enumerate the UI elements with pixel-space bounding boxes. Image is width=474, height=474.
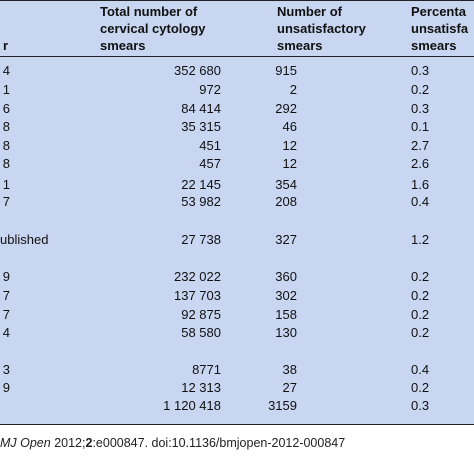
unsatisfactory-smears: 354: [275, 177, 297, 192]
unsatisfactory-smears: 12: [282, 138, 297, 153]
top-rule: [0, 0, 474, 1]
percent-cell: 2.7: [411, 138, 430, 153]
percent-cell: 0.3: [411, 101, 430, 116]
year-cell: 4: [2, 63, 10, 78]
year-cell: 6: [2, 101, 10, 116]
percent-cell: 0.2: [411, 269, 430, 284]
header-cell: smears: [100, 38, 146, 53]
year-cell: 9: [2, 380, 10, 395]
unsatisfactory-smears: 2: [289, 82, 297, 97]
total-smears: 1 120 418: [163, 398, 221, 413]
year-cell: 3: [2, 362, 10, 377]
header-cell: Percenta: [411, 4, 466, 19]
total-smears: 352 680: [174, 63, 221, 78]
total-smears: 35 315: [181, 119, 221, 134]
year-cell: 7: [2, 307, 10, 322]
unsatisfactory-smears: 327: [275, 232, 297, 247]
year-cell: 8: [2, 156, 10, 171]
doi: :e000847. doi:10.1136/bmjopen-2012-00084…: [92, 436, 346, 450]
header-cell: Number of: [277, 4, 342, 19]
percent-cell: 0.2: [411, 288, 430, 303]
percent-cell: 0.4: [411, 194, 430, 209]
percent-cell: 0.2: [411, 307, 430, 322]
unsatisfactory-smears: 46: [282, 119, 297, 134]
total-smears: 53 982: [181, 194, 221, 209]
header-cell: cervical cytology: [100, 21, 206, 36]
percent-cell: 0.2: [411, 380, 430, 395]
total-smears: 137 703: [174, 288, 221, 303]
header-cell: Total number of: [100, 4, 198, 19]
unsatisfactory-smears: 3159: [268, 398, 297, 413]
journal: MJ Open: [0, 436, 51, 450]
year-cell: 1: [2, 82, 10, 97]
year-cell: 8: [2, 138, 10, 153]
year-cell: 7: [2, 194, 10, 209]
total-smears: 27 738: [181, 232, 221, 247]
header-cell: r: [3, 38, 9, 53]
total-smears: 92 875: [181, 307, 221, 322]
unsatisfactory-smears: 292: [275, 101, 297, 116]
total-smears: 22 145: [181, 177, 221, 192]
year-cell: 7: [2, 288, 10, 303]
year: 2012;: [50, 436, 86, 450]
unsatisfactory-smears: 302: [275, 288, 297, 303]
total-smears: 84 414: [181, 101, 221, 116]
unsatisfactory-smears: 38: [282, 362, 297, 377]
total-smears: 232 022: [174, 269, 221, 284]
unsatisfactory-smears: 915: [275, 63, 297, 78]
year-cell: 9: [2, 269, 10, 284]
header-cell: smears: [277, 38, 323, 53]
header-cell: smears: [411, 38, 457, 53]
percent-cell: 0.2: [411, 325, 430, 340]
unsatisfactory-smears: 12: [282, 156, 297, 171]
percent-cell: 0.3: [411, 63, 430, 78]
header-cell: unsatisfactory: [277, 21, 366, 36]
year-cell: ublished: [0, 232, 49, 247]
table: r Total number of cervical cytology smears N…: [0, 0, 474, 425]
unsatisfactory-smears: 208: [275, 194, 297, 209]
total-smears: 12 313: [181, 380, 221, 395]
unsatisfactory-smears: 27: [282, 380, 297, 395]
percent-cell: 1.6: [411, 177, 430, 192]
unsatisfactory-smears: 130: [275, 325, 297, 340]
percent-cell: 1.2: [411, 232, 430, 247]
total-smears: 972: [199, 82, 221, 97]
year-cell: 8: [2, 119, 10, 134]
year-cell: 4: [2, 325, 10, 340]
header-rule: [0, 56, 474, 57]
percent-cell: 0.2: [411, 82, 430, 97]
year-cell: 1: [2, 177, 10, 192]
volume: 2: [85, 436, 93, 450]
percent-cell: 0.4: [411, 362, 430, 377]
total-smears: 58 580: [181, 325, 221, 340]
percent-cell: 2.6: [411, 156, 430, 171]
citation: MJ Open 2012;2:e000847. doi:10.1136/bmjo…: [0, 436, 345, 450]
percent-cell: 0.3: [411, 398, 430, 413]
total-smears: 457: [199, 156, 221, 171]
total-smears: 451: [199, 138, 221, 153]
header-cell: unsatisfa: [411, 21, 469, 36]
unsatisfactory-smears: 158: [275, 307, 297, 322]
percent-cell: 0.1: [411, 119, 430, 134]
total-smears: 8771: [192, 362, 221, 377]
unsatisfactory-smears: 360: [275, 269, 297, 284]
bottom-rule: [0, 424, 474, 425]
